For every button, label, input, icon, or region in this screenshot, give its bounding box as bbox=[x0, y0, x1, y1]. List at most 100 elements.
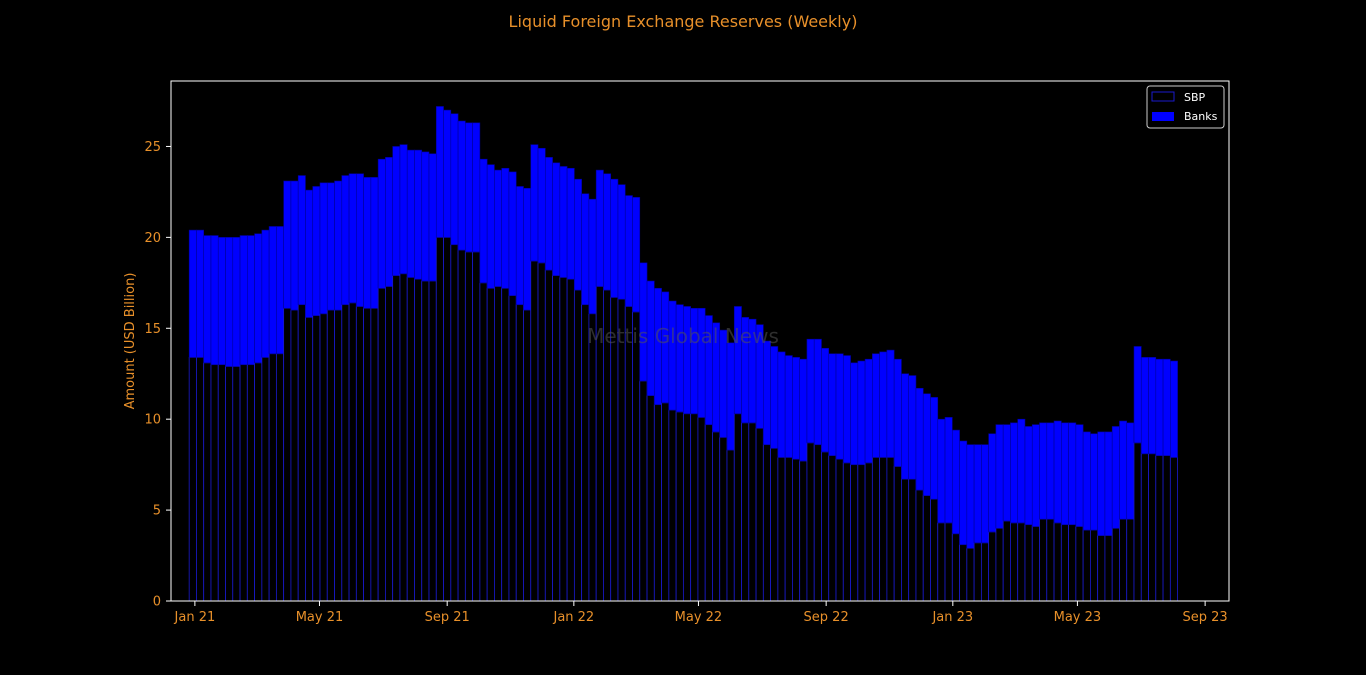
bar-banks bbox=[988, 433, 997, 533]
bar-banks bbox=[864, 358, 873, 464]
bar-sbp bbox=[1002, 520, 1011, 602]
bar-sbp bbox=[363, 307, 372, 602]
bar-sbp bbox=[879, 456, 888, 602]
bar-sbp bbox=[792, 458, 801, 602]
bar-banks bbox=[334, 180, 343, 311]
x-tick-label: Sep 21 bbox=[425, 610, 470, 625]
bar-banks bbox=[639, 262, 648, 382]
bar-banks bbox=[414, 149, 423, 280]
bar-sbp bbox=[1104, 535, 1113, 602]
bar-banks bbox=[494, 169, 502, 287]
bar-sbp bbox=[188, 356, 197, 602]
bar-banks bbox=[1104, 431, 1113, 536]
bar-sbp bbox=[1148, 453, 1157, 602]
bar-sbp bbox=[312, 315, 321, 602]
bar-banks bbox=[828, 353, 837, 456]
bar-sbp bbox=[646, 395, 655, 602]
legend-swatch-sbp bbox=[1151, 91, 1175, 102]
bar-banks bbox=[479, 158, 488, 284]
bar-banks bbox=[1126, 422, 1135, 520]
bar-banks bbox=[733, 306, 742, 415]
bar-sbp bbox=[443, 236, 452, 602]
bar-sbp bbox=[937, 522, 946, 602]
bar-banks bbox=[792, 357, 800, 460]
bar-sbp bbox=[1053, 522, 1062, 602]
bar-banks bbox=[559, 166, 568, 278]
bar-sbp bbox=[995, 527, 1004, 602]
bar-sbp bbox=[203, 362, 212, 602]
bar-banks bbox=[377, 158, 386, 289]
bar-sbp bbox=[501, 287, 510, 602]
bar-sbp bbox=[806, 442, 815, 602]
bar-banks bbox=[1133, 346, 1142, 444]
bar-sbp bbox=[588, 313, 597, 602]
bar-sbp bbox=[1111, 527, 1120, 602]
bar-sbp bbox=[421, 280, 430, 602]
bar-sbp bbox=[377, 287, 386, 602]
y-tick-label: 0 bbox=[153, 595, 161, 610]
bar-banks bbox=[544, 157, 553, 271]
bar-banks bbox=[959, 440, 968, 545]
bar-sbp bbox=[494, 286, 503, 602]
bar-sbp bbox=[1155, 455, 1164, 602]
bar-sbp bbox=[1140, 453, 1149, 602]
bar-sbp bbox=[973, 542, 982, 602]
bar-sbp bbox=[1010, 522, 1019, 602]
bar-sbp bbox=[639, 380, 648, 602]
bar-banks bbox=[799, 358, 808, 462]
bar-sbp bbox=[370, 307, 379, 602]
bar-sbp bbox=[784, 456, 793, 602]
bar-banks bbox=[225, 237, 234, 367]
bar-sbp bbox=[704, 424, 713, 602]
bar-sbp bbox=[297, 304, 306, 602]
bar-sbp bbox=[632, 311, 641, 602]
bar-sbp bbox=[828, 455, 837, 602]
bar-banks bbox=[784, 355, 793, 458]
bar-sbp bbox=[668, 409, 677, 602]
bar-sbp bbox=[930, 498, 939, 602]
bar-banks bbox=[1090, 433, 1098, 531]
bar-banks bbox=[842, 355, 851, 464]
bar-sbp bbox=[239, 364, 248, 602]
bar-banks bbox=[501, 167, 510, 289]
bar-banks bbox=[683, 306, 691, 415]
bar-banks bbox=[283, 180, 292, 309]
bar-banks bbox=[1097, 431, 1106, 536]
bar-sbp bbox=[959, 544, 968, 602]
bar-banks bbox=[486, 164, 495, 289]
bar-banks bbox=[937, 418, 946, 524]
bar-banks bbox=[268, 226, 277, 355]
bar-banks bbox=[530, 144, 539, 262]
bar-sbp bbox=[748, 422, 757, 602]
bar-banks bbox=[297, 175, 306, 305]
bar-sbp bbox=[966, 547, 975, 602]
bar-banks bbox=[857, 360, 866, 465]
bar-banks bbox=[232, 237, 241, 367]
bar-sbp bbox=[675, 411, 684, 602]
bar-banks bbox=[1170, 360, 1178, 458]
bar-banks bbox=[319, 182, 328, 315]
bar-sbp bbox=[980, 542, 990, 602]
bar-banks bbox=[1119, 420, 1128, 520]
bar-banks bbox=[1140, 357, 1149, 455]
bar-sbp bbox=[450, 244, 459, 602]
bar-sbp bbox=[690, 413, 699, 602]
bar-sbp bbox=[1031, 526, 1040, 602]
bar-banks bbox=[341, 175, 350, 305]
bar-sbp bbox=[355, 306, 364, 602]
bar-sbp bbox=[661, 402, 670, 602]
bar-banks bbox=[1162, 358, 1171, 456]
bar-banks bbox=[1046, 422, 1055, 520]
bar-sbp bbox=[893, 466, 902, 602]
bar-banks bbox=[392, 146, 401, 276]
bar-sbp bbox=[464, 251, 474, 602]
bar-banks bbox=[632, 197, 641, 313]
bar-banks bbox=[370, 177, 379, 309]
bar-sbp bbox=[472, 251, 481, 602]
bar-banks bbox=[523, 187, 532, 311]
bar-banks bbox=[901, 373, 909, 480]
bar-sbp bbox=[908, 478, 917, 602]
bar-sbp bbox=[682, 413, 692, 602]
bar-banks bbox=[813, 338, 822, 445]
